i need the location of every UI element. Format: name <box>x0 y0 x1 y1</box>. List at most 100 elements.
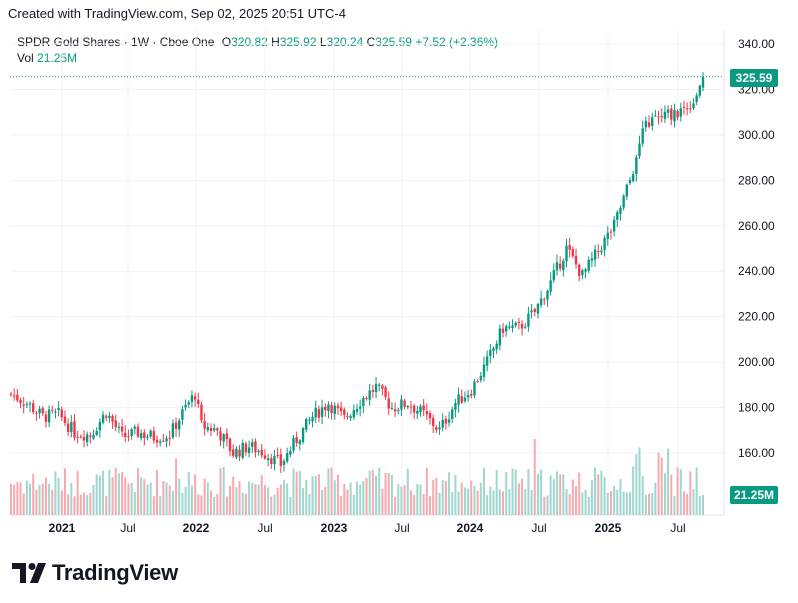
candle-body <box>549 280 552 292</box>
candle-body <box>28 403 32 405</box>
candle-body <box>263 455 267 459</box>
candle-body <box>270 458 273 464</box>
candle-body <box>143 432 146 439</box>
volume-bar <box>152 496 155 515</box>
volume-bar <box>435 477 438 515</box>
candle-body <box>54 411 57 413</box>
candle-body <box>498 328 502 346</box>
volume-bar <box>422 494 425 515</box>
last-price-badge: 325.59 <box>730 69 778 87</box>
candle-body <box>590 258 594 261</box>
volume-value: 21.25M <box>37 51 78 65</box>
volume-bar <box>628 492 631 515</box>
candle-body <box>451 409 454 419</box>
volume-bar <box>209 490 212 515</box>
candle-body <box>193 396 197 400</box>
volume-bar <box>143 479 146 515</box>
volume-bar <box>362 481 365 515</box>
x-tick-label: 2023 <box>321 521 348 535</box>
volume-bar <box>187 472 190 515</box>
candle-body <box>254 441 257 453</box>
volume-bar <box>25 480 28 515</box>
volume-bar <box>368 470 371 515</box>
candle-body <box>511 325 514 328</box>
candle-body <box>431 418 435 427</box>
candle-body <box>114 420 117 428</box>
candle-body <box>622 195 625 208</box>
volume-bar <box>473 485 476 515</box>
volume-bar <box>365 477 368 515</box>
candle-body <box>654 115 657 117</box>
candle-body <box>679 108 682 117</box>
volume-bar <box>565 489 568 515</box>
candle-body <box>273 455 276 465</box>
volume-bar <box>460 482 463 515</box>
symbol-label: SPDR Gold Shares · 1W · Cboe One <box>17 35 215 49</box>
volume-bar <box>114 467 117 515</box>
tradingview-brand: TradingView <box>52 560 178 585</box>
volume-bar <box>216 494 219 515</box>
candle-body <box>327 404 330 412</box>
candle-body <box>120 426 124 432</box>
volume-bar <box>340 495 343 515</box>
volume-bar <box>498 489 501 515</box>
volume-bar <box>298 470 301 515</box>
volume-bar <box>660 457 663 515</box>
volume-bar <box>311 476 314 515</box>
tradingview-logo-icon <box>12 563 46 583</box>
candle-body <box>168 437 171 439</box>
candle-body <box>127 436 130 438</box>
volume-bar <box>257 484 260 515</box>
y-tick-label: 180.00 <box>738 401 775 415</box>
candle-body <box>441 419 444 428</box>
candle-body <box>657 116 660 118</box>
candle-body <box>457 394 460 405</box>
candle-body <box>352 410 356 418</box>
candle-body <box>139 433 143 439</box>
candle-body <box>158 441 162 443</box>
candle-body <box>676 111 679 118</box>
volume-bar <box>51 489 54 515</box>
volume-bar <box>92 484 95 515</box>
volume-bar <box>702 495 704 515</box>
volume-bar <box>314 475 317 515</box>
volume-bar <box>117 473 120 515</box>
candle-body <box>225 433 229 440</box>
y-tick-label: 200.00 <box>738 355 775 369</box>
candle-body <box>552 270 556 281</box>
volume-bar <box>486 495 489 515</box>
volume-bar <box>105 496 108 515</box>
volume-bar <box>495 469 498 515</box>
candle-body <box>292 437 295 451</box>
candle-body <box>235 448 238 458</box>
candle-body <box>63 416 67 424</box>
volume-bar <box>276 487 279 515</box>
candle-body <box>89 435 92 437</box>
candle-body <box>305 418 308 430</box>
candle-body <box>101 414 105 423</box>
y-tick-label: 220.00 <box>738 310 775 324</box>
candle-body <box>289 450 292 455</box>
candle-body <box>422 405 425 411</box>
candle-body <box>701 76 705 88</box>
candle-body <box>165 438 168 442</box>
candle-body <box>673 110 676 122</box>
volume-bar <box>533 439 536 515</box>
candle-body <box>85 434 89 442</box>
candle-body <box>57 407 60 411</box>
price-chart[interactable]: 340.00320.00300.00280.00260.00240.00220.… <box>0 0 798 550</box>
candle-body <box>435 427 438 430</box>
volume-bar <box>682 491 685 515</box>
candle-body <box>374 384 378 393</box>
candle-body <box>670 108 673 120</box>
volume-bar <box>229 485 232 515</box>
volume-bar <box>321 490 324 515</box>
volume-bar <box>536 473 539 515</box>
volume-bar <box>184 486 187 515</box>
candle-body <box>171 423 175 438</box>
candle-body <box>524 326 527 328</box>
candle-body <box>365 398 368 400</box>
candle-body <box>460 396 463 403</box>
candle-body <box>695 95 698 102</box>
volume-bar <box>597 474 600 515</box>
